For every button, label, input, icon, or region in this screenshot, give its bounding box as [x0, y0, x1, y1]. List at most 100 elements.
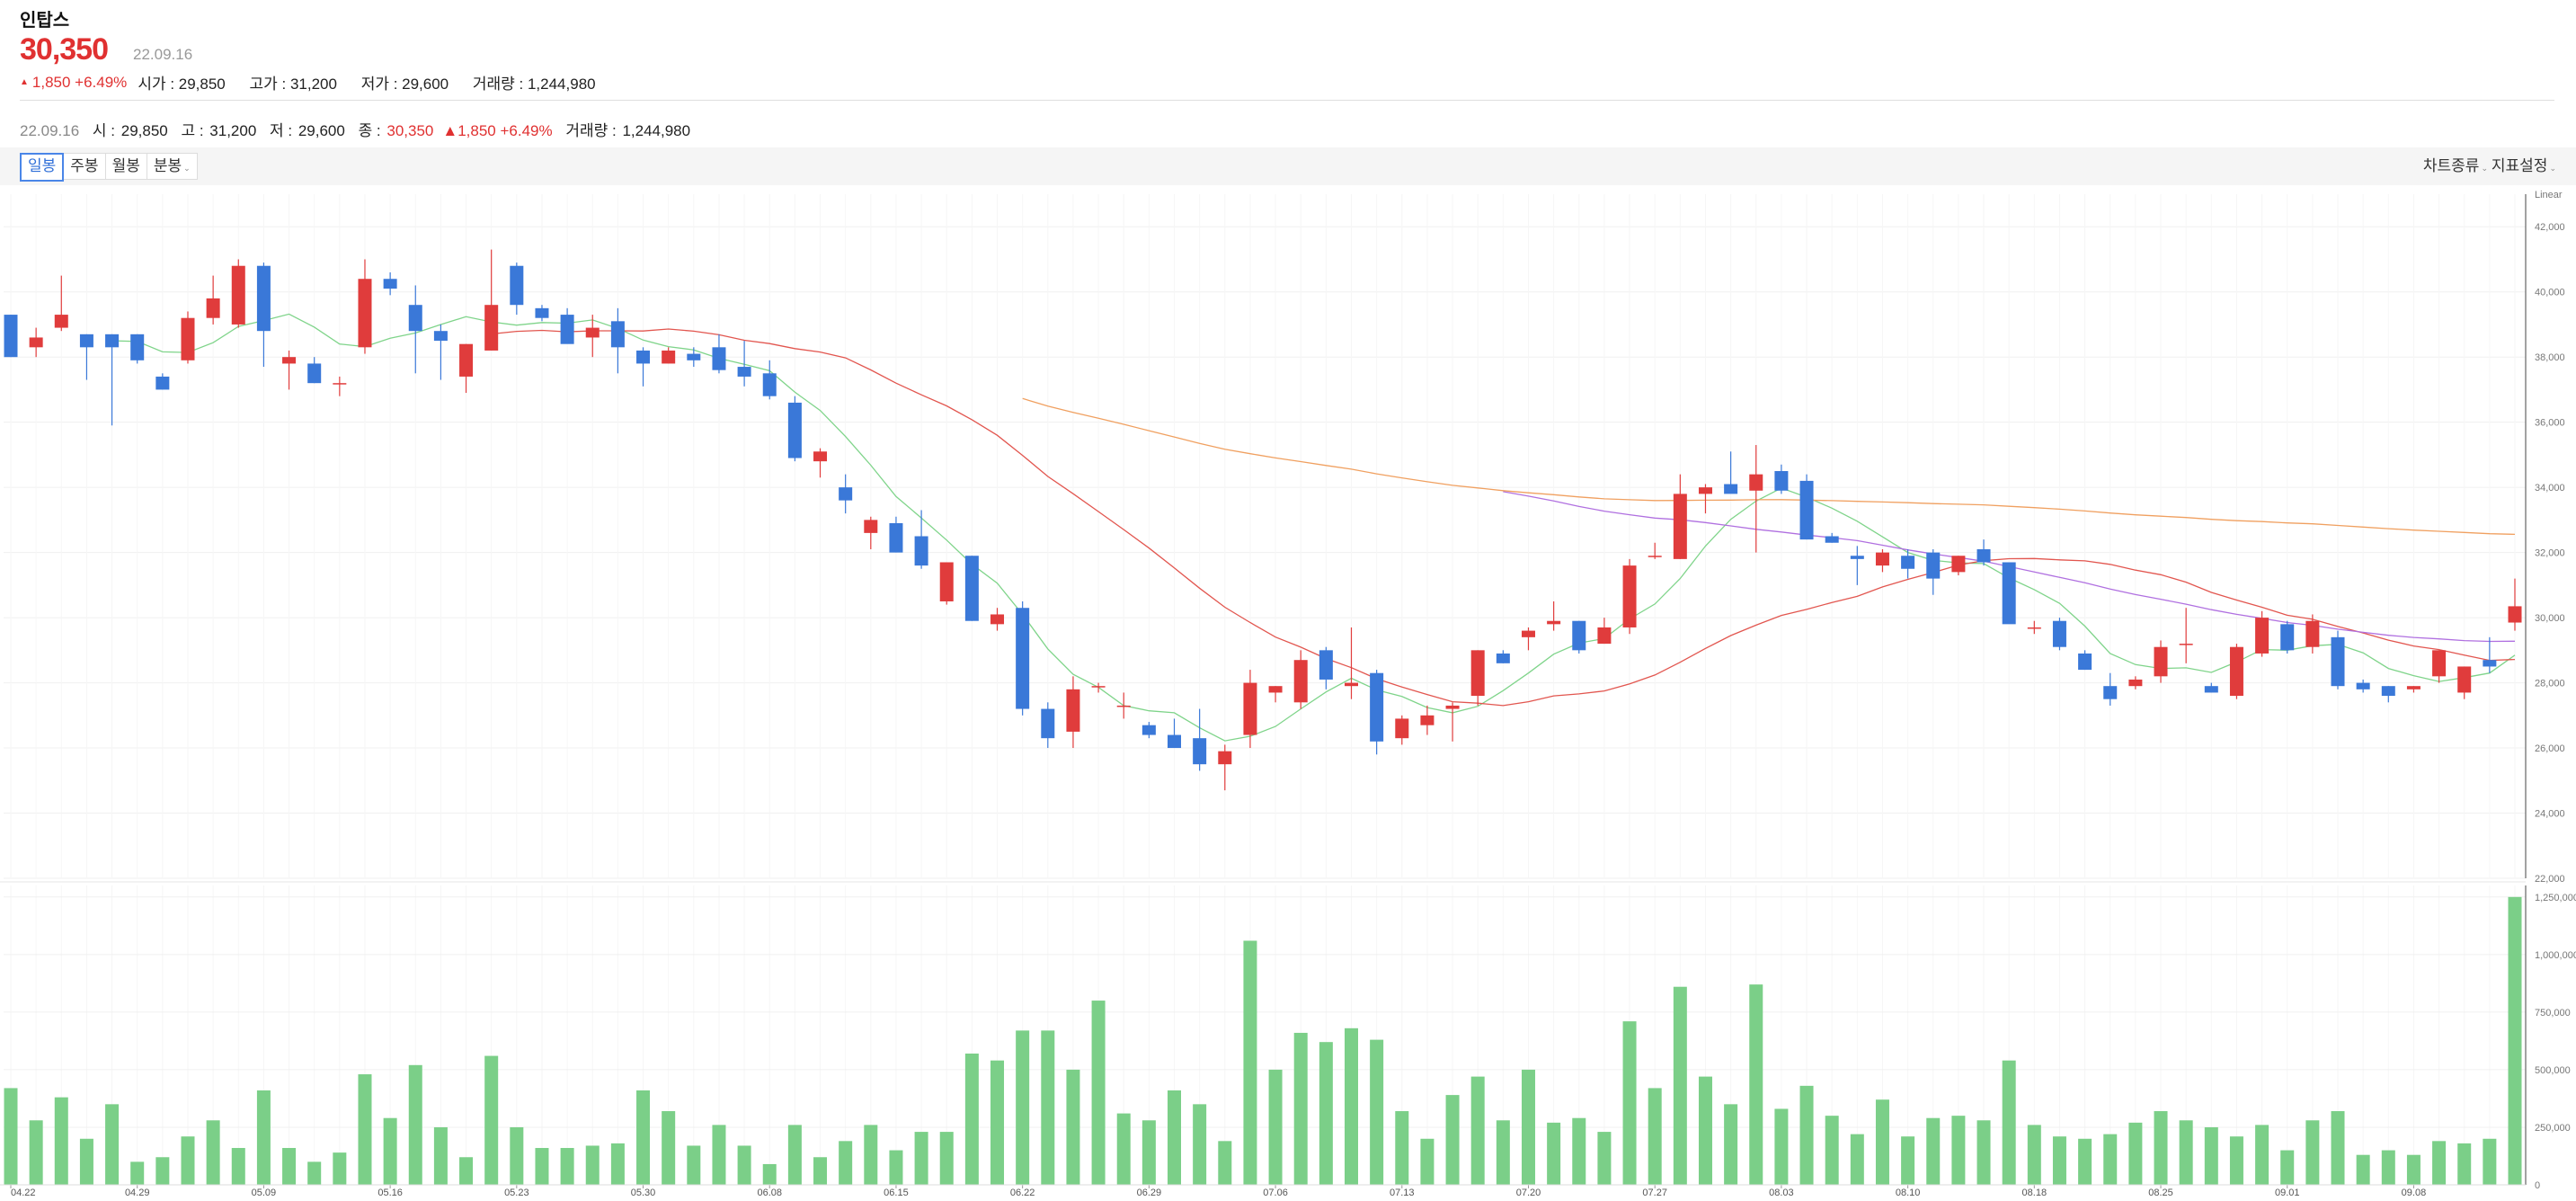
volume-item: 거래량 : 1,244,980 [473, 76, 596, 93]
volume-bar [2027, 1125, 2041, 1185]
price-y-tick-label: 32,000 [2535, 548, 2565, 559]
volume-bar [535, 1148, 549, 1185]
volume-bar [2255, 1125, 2270, 1185]
candle-body [79, 334, 93, 348]
volume-bar [282, 1148, 297, 1185]
volume-bar [964, 1053, 979, 1185]
candle-body [2229, 646, 2243, 697]
volume-bar [1091, 1001, 1106, 1185]
x-tick-label: 06.22 [1010, 1188, 1035, 1198]
candle-body [2002, 562, 2016, 625]
moving-average-20-line [491, 328, 2516, 707]
price-y-tick-label: 30,000 [2535, 613, 2565, 624]
volume-bar [889, 1150, 903, 1185]
candle-body [2457, 666, 2472, 693]
candle-body [2432, 650, 2447, 677]
candle-body [130, 334, 145, 360]
volume-bar [484, 1055, 499, 1185]
volume-bar [762, 1163, 777, 1185]
info-volume-label: 거래량 : [565, 122, 621, 139]
candle-body [1141, 725, 1156, 735]
volume-bar [2179, 1120, 2193, 1185]
candle-body [155, 376, 170, 390]
candle-body [383, 279, 397, 289]
candle-body [2027, 627, 2041, 629]
x-tick-label: 09.01 [2275, 1188, 2300, 1198]
volume-bar [333, 1152, 347, 1185]
candle-body [1926, 552, 1941, 579]
volume-bar [560, 1148, 574, 1185]
volume-bar [2002, 1060, 2016, 1185]
price-y-tick-label: 34,000 [2535, 483, 2565, 494]
indicator-settings-dropdown[interactable]: 지표설정 ⌄ [2492, 147, 2556, 185]
change-row: ▲ 1,850 +6.49% 시가 : 29,850 고가 : 31,200 저… [20, 71, 616, 93]
volume-bar [2128, 1122, 2143, 1185]
chart-type-label: 차트종류 [2422, 157, 2480, 174]
volume-bar [939, 1132, 954, 1185]
candle-body [1268, 686, 1283, 693]
volume-bar [1976, 1120, 1991, 1185]
volume-bar [1066, 1069, 1080, 1185]
candle-body [181, 317, 195, 360]
info-volume-value: 1,244,980 [622, 122, 691, 139]
candle-body [459, 343, 474, 377]
price-volume-chart[interactable]: 22,000 24,000 26,000 28,000 30,000 32,000 34,0… [0, 185, 2576, 1201]
tab-weekly[interactable]: 주봉 [63, 153, 106, 180]
candle-body [1243, 682, 1257, 735]
volume-bar [29, 1120, 43, 1185]
candle-body [1749, 474, 1763, 491]
volume-bar [1724, 1104, 1738, 1185]
header-divider [20, 100, 2554, 101]
volume-bar [2457, 1143, 2472, 1185]
volume-y-tick-label: 250,000 [2535, 1123, 2571, 1134]
candle-body [2128, 679, 2143, 687]
x-tick-label: 09.08 [2402, 1188, 2427, 1198]
candle-body [1091, 686, 1106, 688]
volume-bar [2356, 1154, 2370, 1185]
volume-bar [2331, 1111, 2345, 1185]
volume-bar [2305, 1120, 2320, 1185]
candle-body [2078, 653, 2092, 671]
volume-bar [105, 1104, 120, 1185]
open-item: 시가 : 29,850 [138, 76, 225, 93]
volume-bar [1622, 1021, 1637, 1185]
volume-bar [54, 1097, 68, 1185]
candle-body [206, 298, 220, 318]
indicator-settings-label: 지표설정 [2491, 157, 2548, 174]
candle-body [1344, 682, 1358, 687]
volume-bar [1445, 1095, 1460, 1185]
volume-bar [1395, 1111, 1409, 1185]
candle-body [2052, 620, 2066, 647]
volume-label: 거래량 : [472, 76, 528, 93]
stock-header: 인탑스 [20, 5, 69, 31]
candle-body [610, 321, 625, 348]
candle-body [1016, 608, 1030, 709]
candle-body [1293, 660, 1308, 703]
candle-body [256, 265, 271, 332]
x-tick-label: 07.06 [1263, 1188, 1288, 1198]
tab-monthly[interactable]: 월봉 [104, 153, 147, 180]
tab-daily[interactable]: 일봉 [20, 153, 65, 182]
candle-body [1041, 708, 1055, 739]
volume-bar [1370, 1039, 1384, 1185]
period-tabs: 일봉 주봉 월봉 분봉 ⌄ [20, 153, 198, 182]
info-low-value: 29,600 [298, 122, 345, 139]
candle-body [839, 487, 853, 501]
volume-bar [662, 1111, 676, 1185]
volume-bar [712, 1125, 726, 1185]
candle-body [560, 315, 574, 344]
tab-minute[interactable]: 분봉 ⌄ [146, 153, 198, 180]
volume-bar [433, 1126, 448, 1185]
up-triangle-icon: ▲ [20, 77, 29, 87]
candle-body [864, 520, 878, 533]
volume-bar [307, 1161, 322, 1185]
volume-bar [2406, 1154, 2421, 1185]
volume-bar [2483, 1138, 2497, 1185]
info-close-value: 30,350 [386, 122, 434, 139]
candle-body [1648, 556, 1662, 557]
candle-body [1799, 480, 1814, 540]
chart-type-dropdown[interactable]: 차트종류 ⌄ [2423, 147, 2488, 185]
volume-y-tick-label: 500,000 [2535, 1065, 2571, 1076]
candle-body [813, 451, 828, 462]
